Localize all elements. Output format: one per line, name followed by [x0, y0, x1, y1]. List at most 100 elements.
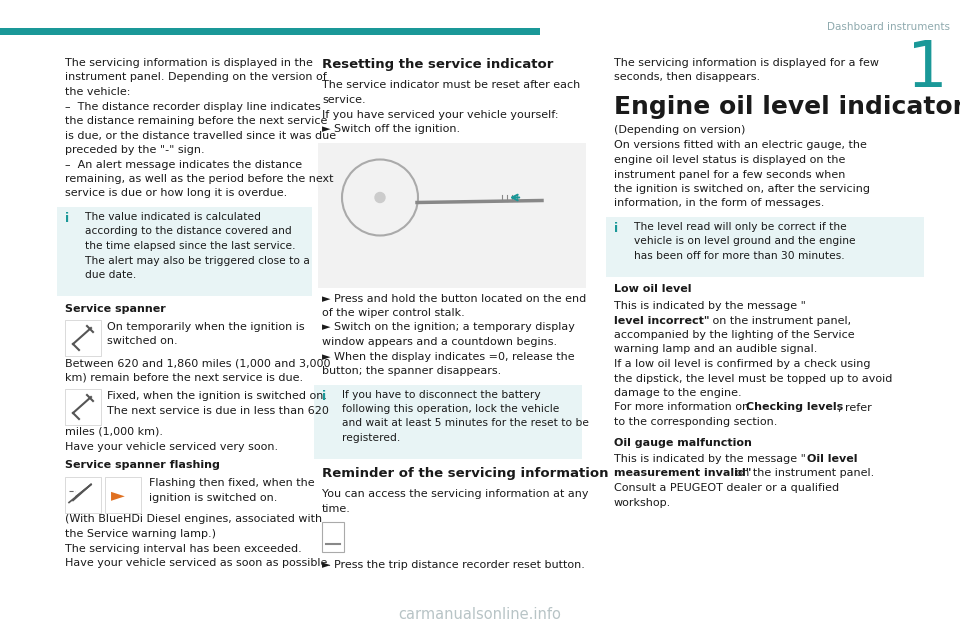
- Text: You can access the servicing information at any: You can access the servicing information…: [322, 489, 588, 499]
- Text: switched on.: switched on.: [107, 337, 178, 346]
- Text: The service indicator must be reset after each: The service indicator must be reset afte…: [322, 81, 580, 90]
- Text: The level read will only be correct if the: The level read will only be correct if t…: [634, 222, 847, 232]
- Bar: [606, 217, 924, 276]
- Bar: [318, 143, 586, 287]
- Text: Service spanner flashing: Service spanner flashing: [65, 460, 220, 470]
- Text: to the corresponding section.: to the corresponding section.: [614, 417, 778, 427]
- Text: (With BlueHDi Diesel engines, associated with: (With BlueHDi Diesel engines, associated…: [65, 515, 323, 525]
- Text: –  The distance recorder display line indicates: – The distance recorder display line ind…: [65, 102, 321, 111]
- Text: workshop.: workshop.: [614, 497, 671, 508]
- Text: Engine oil level indicator: Engine oil level indicator: [614, 95, 960, 119]
- Text: the dipstick, the level must be topped up to avoid: the dipstick, the level must be topped u…: [614, 374, 893, 383]
- Text: information, in the form of messages.: information, in the form of messages.: [614, 198, 825, 209]
- Text: The value indicated is calculated: The value indicated is calculated: [85, 212, 261, 222]
- Text: seconds, then disappears.: seconds, then disappears.: [614, 72, 760, 83]
- Text: has been off for more than 30 minutes.: has been off for more than 30 minutes.: [634, 251, 845, 261]
- Text: damage to the engine.: damage to the engine.: [614, 388, 742, 398]
- Text: instrument panel for a few seconds when: instrument panel for a few seconds when: [614, 170, 846, 179]
- Text: i: i: [322, 390, 326, 403]
- Text: The servicing interval has been exceeded.: The servicing interval has been exceeded…: [65, 543, 301, 554]
- Text: and wait at least 5 minutes for the reset to be: and wait at least 5 minutes for the rese…: [342, 419, 589, 429]
- Text: level incorrect": level incorrect": [614, 316, 709, 326]
- Text: the vehicle:: the vehicle:: [65, 87, 131, 97]
- Text: Have your vehicle serviced very soon.: Have your vehicle serviced very soon.: [65, 442, 278, 451]
- Text: according to the distance covered and: according to the distance covered and: [85, 227, 292, 237]
- Text: ► Switch off the ignition.: ► Switch off the ignition.: [322, 124, 460, 134]
- Text: ► Press the trip distance recorder reset button.: ► Press the trip distance recorder reset…: [322, 560, 585, 570]
- Bar: [0, 28, 540, 35]
- Text: instrument panel. Depending on the version of: instrument panel. Depending on the versi…: [65, 72, 326, 83]
- Text: Reminder of the servicing information: Reminder of the servicing information: [322, 467, 609, 479]
- Text: miles (1,000 km).: miles (1,000 km).: [65, 427, 163, 437]
- Bar: [105, 477, 141, 513]
- Text: warning lamp and an audible signal.: warning lamp and an audible signal.: [614, 344, 817, 355]
- Text: i: i: [65, 212, 69, 225]
- Text: On temporarily when the ignition is: On temporarily when the ignition is: [107, 322, 304, 332]
- Text: On versions fitted with an electric gauge, the: On versions fitted with an electric gaug…: [614, 141, 867, 150]
- Text: (Depending on version): (Depending on version): [614, 125, 745, 135]
- Text: km) remain before the next service is due.: km) remain before the next service is du…: [65, 372, 303, 383]
- Text: –  An alert message indicates the distance: – An alert message indicates the distanc…: [65, 159, 302, 170]
- Text: engine oil level status is displayed on the: engine oil level status is displayed on …: [614, 155, 846, 165]
- Text: of the wiper control stalk.: of the wiper control stalk.: [322, 308, 465, 318]
- Text: service.: service.: [322, 95, 366, 105]
- Text: registered.: registered.: [342, 433, 400, 443]
- Text: button; the spanner disappears.: button; the spanner disappears.: [322, 366, 501, 376]
- Text: remaining, as well as the period before the next: remaining, as well as the period before …: [65, 174, 333, 184]
- Text: Oil level: Oil level: [807, 454, 857, 464]
- Text: This is indicated by the message ": This is indicated by the message ": [614, 301, 805, 311]
- Text: This is indicated by the message ": This is indicated by the message ": [614, 454, 805, 464]
- Text: ignition is switched on.: ignition is switched on.: [149, 493, 277, 503]
- Text: The servicing information is displayed for a few: The servicing information is displayed f…: [614, 58, 879, 68]
- Bar: [322, 522, 344, 552]
- Text: Flashing then fixed, when the: Flashing then fixed, when the: [149, 479, 315, 488]
- Text: The next service is due in less than 620: The next service is due in less than 620: [107, 406, 329, 415]
- Text: accompanied by the lighting of the Service: accompanied by the lighting of the Servi…: [614, 330, 854, 340]
- Text: the Service warning lamp.): the Service warning lamp.): [65, 529, 216, 539]
- Bar: [57, 207, 312, 296]
- Circle shape: [375, 193, 385, 202]
- Text: ► When the display indicates =0, release the: ► When the display indicates =0, release…: [322, 351, 575, 362]
- Text: For more information on: For more information on: [614, 403, 753, 413]
- Text: measurement invalid": measurement invalid": [614, 468, 752, 479]
- Text: Consult a PEUGEOT dealer or a qualified: Consult a PEUGEOT dealer or a qualified: [614, 483, 839, 493]
- Text: vehicle is on level ground and the engine: vehicle is on level ground and the engin…: [634, 237, 855, 246]
- Text: ►: ►: [111, 486, 125, 504]
- Text: Checking levels: Checking levels: [746, 403, 843, 413]
- Text: Fixed, when the ignition is switched on.: Fixed, when the ignition is switched on.: [107, 391, 327, 401]
- Text: ► Switch on the ignition; a temporary display: ► Switch on the ignition; a temporary di…: [322, 323, 575, 333]
- Text: If you have to disconnect the battery: If you have to disconnect the battery: [342, 390, 540, 399]
- Text: carmanualsonline.info: carmanualsonline.info: [398, 607, 562, 622]
- Bar: [65, 320, 101, 356]
- Text: due date.: due date.: [85, 270, 136, 280]
- Text: Have your vehicle serviced as soon as possible.: Have your vehicle serviced as soon as po…: [65, 558, 331, 568]
- Text: 1: 1: [907, 38, 948, 100]
- Text: is due, or the distance travelled since it was due: is due, or the distance travelled since …: [65, 131, 336, 141]
- Bar: [65, 389, 101, 425]
- Text: preceded by the "-" sign.: preceded by the "-" sign.: [65, 145, 204, 155]
- Bar: [65, 477, 101, 513]
- Text: Oil gauge malfunction: Oil gauge malfunction: [614, 438, 752, 447]
- Text: If you have serviced your vehicle yourself:: If you have serviced your vehicle yourse…: [322, 109, 559, 120]
- Text: service is due or how long it is overdue.: service is due or how long it is overdue…: [65, 189, 287, 198]
- Text: Dashboard instruments: Dashboard instruments: [827, 22, 950, 32]
- Text: on the instrument panel,: on the instrument panel,: [709, 316, 852, 326]
- Text: following this operation, lock the vehicle: following this operation, lock the vehic…: [342, 404, 560, 414]
- Bar: [314, 385, 582, 458]
- Text: Low oil level: Low oil level: [614, 285, 691, 294]
- Text: , refer: , refer: [838, 403, 872, 413]
- Text: Between 620 and 1,860 miles (1,000 and 3,000: Between 620 and 1,860 miles (1,000 and 3…: [65, 358, 330, 368]
- Text: If a low oil level is confirmed by a check using: If a low oil level is confirmed by a che…: [614, 359, 871, 369]
- Text: The servicing information is displayed in the: The servicing information is displayed i…: [65, 58, 313, 68]
- Text: the distance remaining before the next service: the distance remaining before the next s…: [65, 116, 327, 126]
- Text: Service spanner: Service spanner: [65, 303, 166, 314]
- Text: window appears and a countdown begins.: window appears and a countdown begins.: [322, 337, 557, 347]
- Text: ► Press and hold the button located on the end: ► Press and hold the button located on t…: [322, 294, 587, 303]
- Text: the ignition is switched on, after the servicing: the ignition is switched on, after the s…: [614, 184, 870, 194]
- Text: The alert may also be triggered close to a: The alert may also be triggered close to…: [85, 255, 310, 266]
- Text: on the instrument panel.: on the instrument panel.: [732, 468, 875, 479]
- Text: time.: time.: [322, 504, 350, 513]
- Text: i: i: [614, 222, 618, 235]
- Text: Resetting the service indicator: Resetting the service indicator: [322, 58, 553, 71]
- Text: the time elapsed since the last service.: the time elapsed since the last service.: [85, 241, 296, 251]
